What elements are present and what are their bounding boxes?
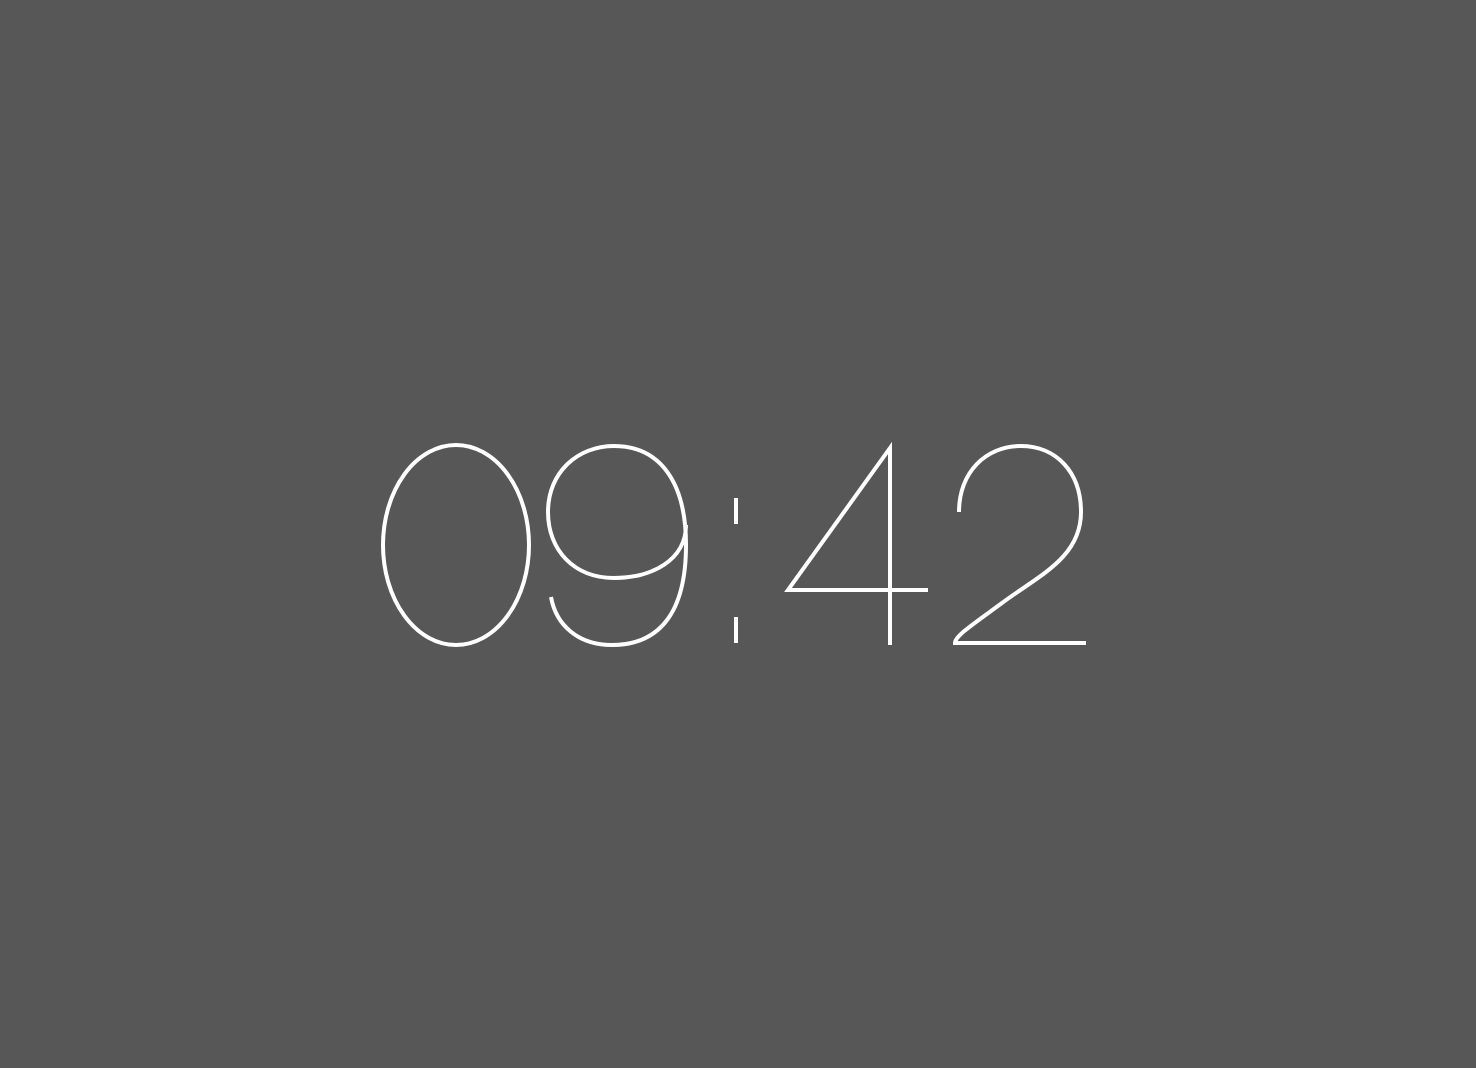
minute-digit-4 xyxy=(784,441,928,645)
hour-digit-9 xyxy=(545,443,689,648)
hour-digit-0 xyxy=(381,443,531,647)
minute-digit-2 xyxy=(952,443,1086,645)
